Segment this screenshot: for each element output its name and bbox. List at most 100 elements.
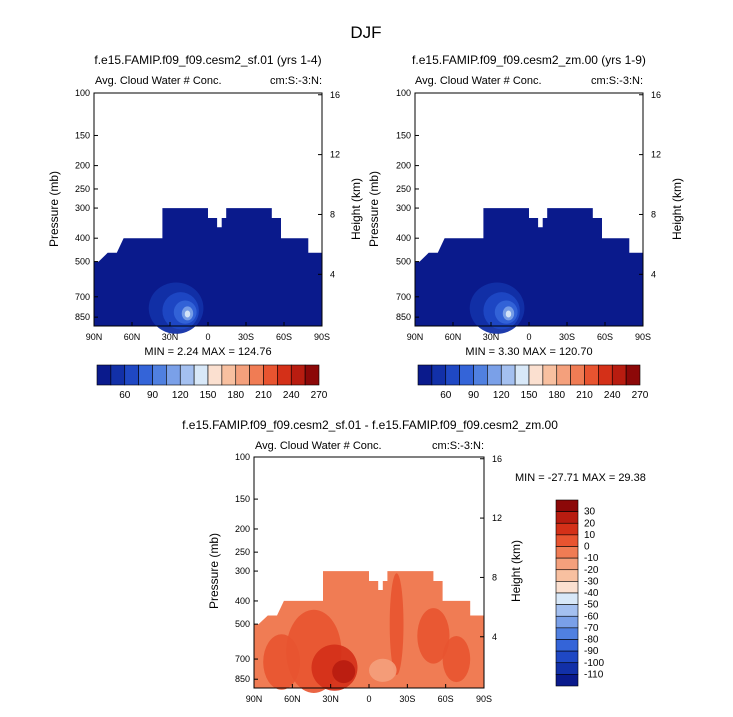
units-label: cm:S:-3:N: — [432, 440, 484, 452]
contour-level — [263, 634, 300, 690]
colorbar-label: 90 — [468, 390, 480, 401]
contour-level — [417, 608, 450, 664]
x-tick-label: 90N — [86, 332, 103, 342]
y-tick-label: 300 — [396, 203, 411, 213]
contour-fill-base — [94, 208, 322, 326]
x-tick-label: 90N — [407, 332, 424, 342]
colorbar-label: -40 — [584, 588, 599, 599]
x-tick-label: 30N — [322, 694, 339, 704]
colorbar-swatch — [611, 364, 627, 386]
variable-label: Avg. Cloud Water # Conc. — [415, 75, 542, 87]
colorbar-swatch — [152, 364, 167, 386]
x-tick-label: 30S — [399, 694, 415, 704]
y2-tick-label: 8 — [651, 209, 656, 219]
variable-label: Avg. Cloud Water # Conc. — [95, 75, 222, 87]
y-axis-label: Pressure (mb) — [47, 171, 61, 247]
y-tick-label: 100 — [235, 452, 250, 462]
colorbar-swatch — [555, 534, 579, 547]
x-tick-label: 30S — [238, 332, 254, 342]
contour-level — [369, 658, 397, 682]
colorbar-swatch — [96, 364, 112, 386]
y2-axis-label: Height (km) — [349, 178, 363, 240]
y2-tick-label: 12 — [330, 150, 340, 160]
y2-tick-label: 8 — [492, 572, 497, 582]
y2-axis-label: Height (km) — [670, 178, 684, 240]
y-tick-label: 850 — [396, 312, 411, 322]
y-tick-label: 400 — [235, 596, 250, 606]
colorbar-swatch — [555, 615, 579, 629]
colorbar-label: 150 — [521, 390, 538, 401]
colorbar-label: -50 — [584, 600, 599, 611]
contour-level — [332, 660, 356, 684]
contour-level — [505, 310, 512, 318]
colorbar-swatch — [514, 364, 530, 386]
colorbar: 60 90 120 150 180 210 240 270 — [417, 364, 649, 401]
colorbar-swatch — [290, 364, 306, 386]
x-tick-label: 60S — [276, 332, 292, 342]
colorbar-swatch — [555, 592, 579, 605]
colorbar-label: -30 — [584, 576, 599, 587]
colorbar-label: -110 — [584, 669, 604, 680]
units-label: cm:S:-3:N: — [270, 75, 322, 87]
y2-axis-label: Height (km) — [509, 540, 523, 602]
colorbar-swatch — [555, 627, 579, 640]
colorbar-swatch — [555, 569, 579, 582]
colorbar-swatch — [625, 364, 641, 386]
contour-fill-base — [415, 208, 643, 326]
colorbar-swatch — [263, 364, 278, 386]
x-tick-label: 90S — [476, 694, 492, 704]
colorbar-swatch — [179, 364, 195, 386]
colorbar-swatch — [249, 364, 264, 386]
x-tick-label: 60S — [438, 694, 454, 704]
colorbar-swatch — [431, 364, 447, 386]
colorbar-swatch — [555, 604, 579, 617]
colorbar-swatch — [124, 364, 139, 386]
y-tick-label: 100 — [396, 88, 411, 98]
colorbar-swatch — [598, 364, 613, 386]
colorbar-swatch — [235, 364, 250, 386]
y-tick-label: 850 — [75, 312, 90, 322]
y-axis-label: Pressure (mb) — [207, 533, 221, 609]
colorbar-swatch — [555, 557, 579, 571]
y-tick-label: 250 — [235, 547, 250, 557]
colorbar-label: 120 — [172, 390, 189, 401]
colorbar-label: -20 — [584, 565, 599, 576]
colorbar-swatch — [473, 364, 488, 386]
x-tick-label: 30N — [162, 332, 179, 342]
colorbar-label: 120 — [493, 390, 510, 401]
colorbar-swatch — [555, 639, 579, 652]
x-tick-label: 0 — [205, 332, 210, 342]
panel-sf01: f.e15.FAMIP.f09_f09.cesm2_sf.01 (yrs 1-4… — [47, 53, 363, 401]
x-tick-label: 60N — [284, 694, 301, 704]
colorbar-label: 180 — [548, 390, 565, 401]
x-tick-label: 60N — [124, 332, 141, 342]
colorbar-swatch — [570, 364, 585, 386]
colorbar-label: 270 — [632, 390, 649, 401]
variable-label: Avg. Cloud Water # Conc. — [255, 440, 382, 452]
colorbar-label: -90 — [584, 646, 599, 657]
y-tick-label: 500 — [235, 619, 250, 629]
colorbar-swatch — [528, 364, 544, 386]
colorbar-label: 270 — [311, 390, 328, 401]
colorbar-swatch — [207, 364, 223, 386]
y2-tick-label: 16 — [651, 90, 661, 100]
colorbar-swatch — [138, 364, 153, 386]
colorbar-label: 210 — [576, 390, 593, 401]
colorbar-swatch — [500, 364, 516, 386]
x-tick-label: 0 — [366, 694, 371, 704]
colorbar-swatch — [110, 364, 126, 386]
y2-tick-label: 4 — [651, 269, 656, 279]
colorbar-swatch — [193, 364, 209, 386]
panel-zm00: f.e15.FAMIP.f09_f09.cesm2_zm.00 (yrs 1-9… — [367, 53, 684, 401]
colorbar: 3020100-10-20-30-40-50-60-70-80-90-100-1… — [555, 499, 604, 687]
figure-title: DJF — [350, 23, 381, 42]
y-tick-label: 850 — [235, 674, 250, 684]
y-tick-label: 250 — [75, 184, 90, 194]
panel-title: f.e15.FAMIP.f09_f09.cesm2_zm.00 (yrs 1-9… — [412, 53, 646, 67]
colorbar-swatch — [555, 650, 579, 664]
colorbar-swatch — [555, 662, 579, 675]
colorbar-swatch — [221, 364, 237, 386]
x-tick-label: 90S — [314, 332, 330, 342]
y-tick-label: 500 — [75, 257, 90, 267]
